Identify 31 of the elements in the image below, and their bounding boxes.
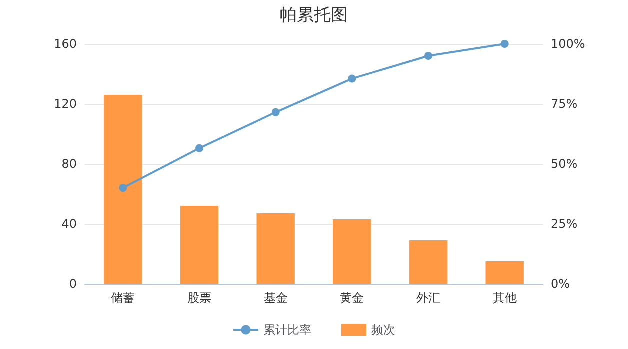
x-tick-label: 股票 bbox=[188, 291, 212, 305]
point bbox=[119, 184, 128, 192]
y2-tick-label: 75% bbox=[551, 97, 578, 111]
x-tick-label: 基金 bbox=[264, 291, 288, 305]
y2-tick-label: 100% bbox=[551, 37, 586, 51]
y2-tick-label: 25% bbox=[551, 217, 578, 231]
point bbox=[348, 74, 356, 83]
y2-tick-label: 0% bbox=[551, 277, 570, 291]
y-tick-label: 40 bbox=[62, 217, 77, 231]
bar bbox=[409, 240, 448, 284]
bar bbox=[486, 262, 524, 284]
bar bbox=[333, 220, 372, 284]
point bbox=[196, 144, 204, 152]
bar bbox=[180, 206, 219, 284]
x-tick-label: 黄金 bbox=[340, 291, 364, 305]
point bbox=[424, 52, 432, 60]
y2-tick-label: 50% bbox=[551, 157, 578, 171]
bar bbox=[256, 214, 295, 284]
x-tick-label: 外汇 bbox=[416, 291, 440, 305]
legend-label: 频次 bbox=[372, 323, 396, 337]
y-tick-label: 160 bbox=[54, 37, 77, 51]
y-tick-label: 0 bbox=[69, 277, 77, 291]
point bbox=[500, 40, 509, 48]
bar bbox=[104, 95, 142, 284]
y-tick-label: 80 bbox=[62, 157, 77, 171]
chart-title: 帕累托图 bbox=[280, 6, 348, 26]
x-tick-label: 其他 bbox=[492, 291, 517, 305]
legend-label: 累计比率 bbox=[264, 323, 312, 337]
x-tick-label: 储蓄 bbox=[111, 291, 136, 305]
point bbox=[272, 108, 280, 116]
y-tick-label: 120 bbox=[54, 97, 77, 111]
